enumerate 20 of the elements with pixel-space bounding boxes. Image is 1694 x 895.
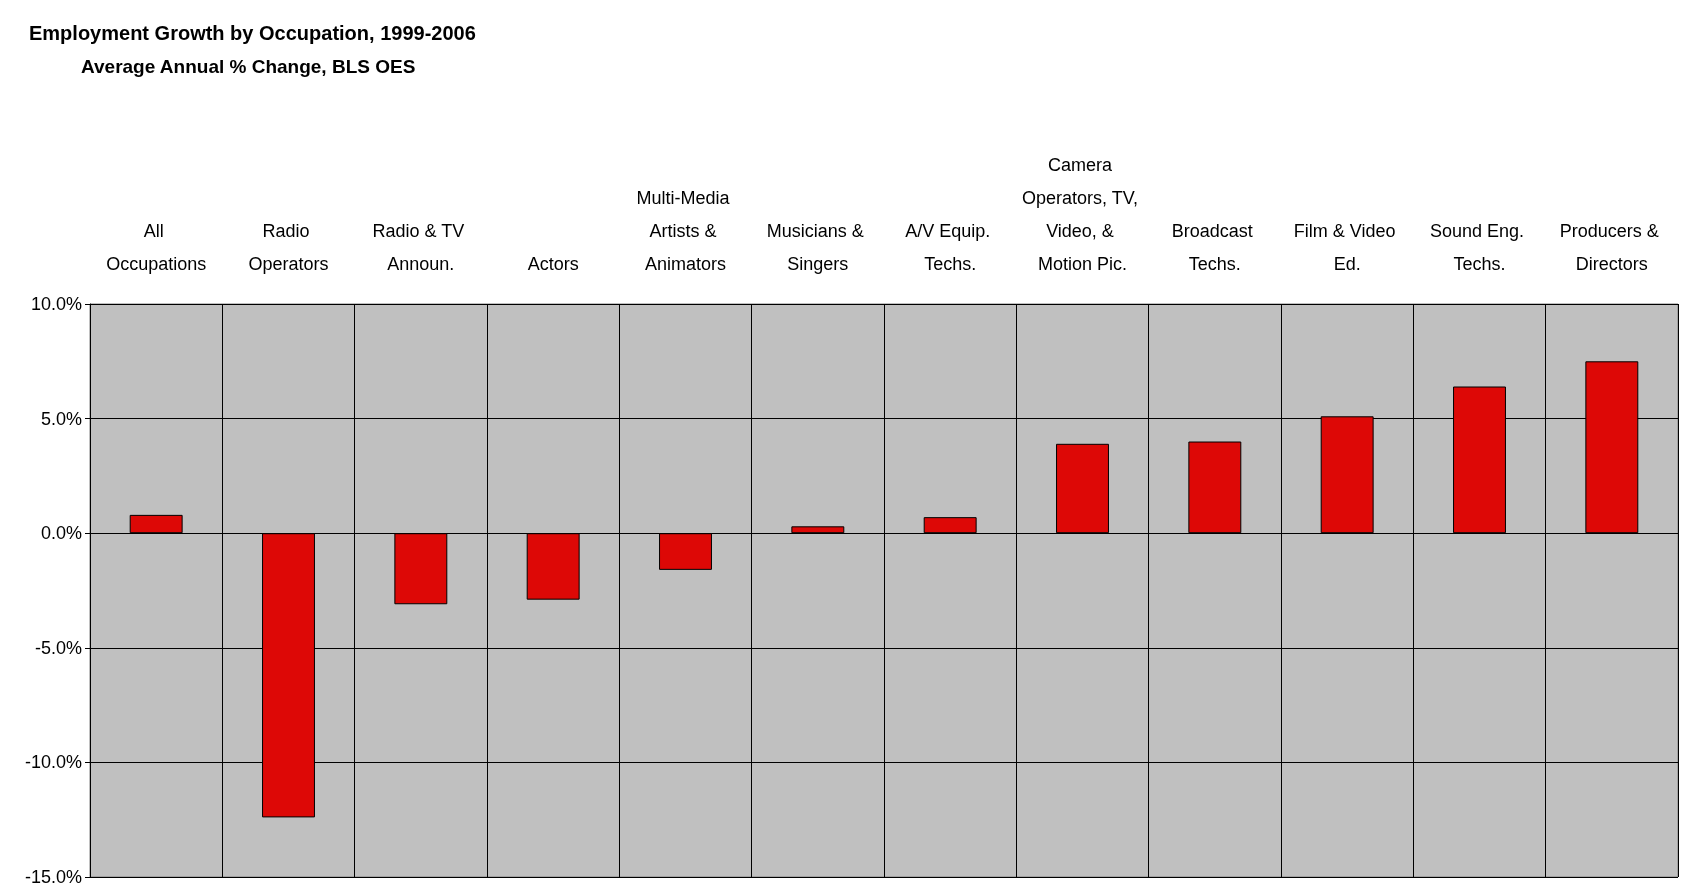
x-tick-label: Multi-Media Artists & Animators [636, 187, 735, 274]
y-tick-label: 10.0% [30, 294, 82, 314]
chart-subtitle: Average Annual % Change, BLS OES [81, 56, 416, 77]
y-tick-label: 5.0% [40, 408, 82, 429]
x-tick-label: Sound Eng. Techs. [1429, 220, 1530, 274]
y-tick-label: 0.0% [40, 523, 82, 544]
y-tick-label: -10.0% [24, 752, 82, 773]
x-tick-label: Film & Video Ed. [1293, 220, 1401, 274]
chart-title: Employment Growth by Occupation, 1999-2006 [29, 22, 476, 44]
x-tick-label: Radio Operators [248, 220, 329, 274]
x-tick-label: Broadcast Techs. [1171, 220, 1258, 274]
y-tick-label: -15.0% [24, 867, 82, 887]
y-tick-label: -5.0% [34, 637, 82, 658]
x-tick-label: Actors [527, 253, 579, 274]
x-tick-label: Musicians & Singers [766, 220, 869, 274]
x-tick-label: All Occupations [106, 220, 207, 274]
x-tick-label: A/V Equip. Techs. [905, 220, 996, 274]
x-tick-label: Radio & TV Announ. [372, 220, 470, 274]
x-tick-label: Producers & Directors [1559, 220, 1664, 274]
x-tick-label: Camera Operators, TV, Video, & Motion Pic. [1021, 154, 1144, 274]
